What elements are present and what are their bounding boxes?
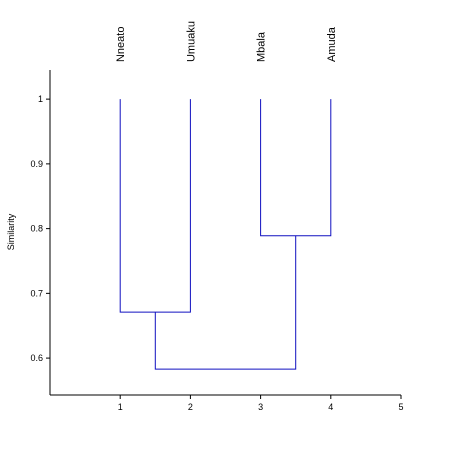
x-tick-label: 5 xyxy=(398,402,403,412)
y-tick-label: 0.9 xyxy=(30,159,43,169)
y-tick-label: 0.6 xyxy=(30,353,43,363)
leaf-label: Umuaku xyxy=(185,21,197,62)
y-tick-label: 0.8 xyxy=(30,224,43,234)
x-tick-label: 3 xyxy=(258,402,263,412)
x-tick-label: 1 xyxy=(118,402,123,412)
leaf-label: Nneato xyxy=(115,27,127,62)
x-tick-label: 2 xyxy=(188,402,193,412)
branch xyxy=(154,235,297,370)
branch xyxy=(119,99,191,313)
y-tick-label: 1 xyxy=(38,94,43,104)
x-tick-label: 4 xyxy=(328,402,333,412)
y-tick-label: 0.7 xyxy=(30,288,43,298)
leaf-label: Mbala xyxy=(256,31,268,62)
y-axis-label: Similarity xyxy=(6,213,16,250)
leaf-label: Amuda xyxy=(326,26,338,62)
branch xyxy=(260,99,332,237)
